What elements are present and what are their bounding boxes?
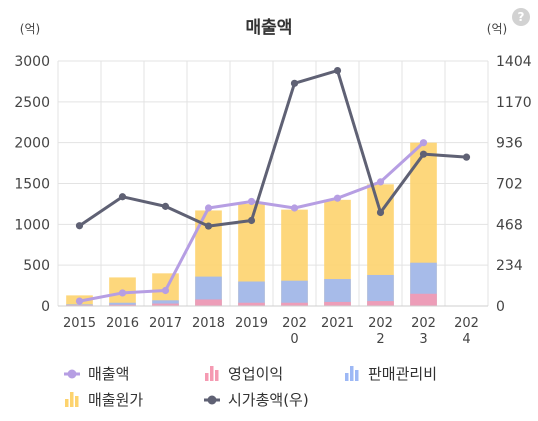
x-tick-label: 2016: [106, 316, 139, 331]
point-매출액: [161, 286, 170, 295]
bar-판매관리비: [152, 300, 179, 306]
legend-bar-icon: [65, 399, 69, 407]
y-right-tick-label: 234: [496, 258, 523, 274]
x-tick-label: 202 2: [368, 316, 393, 347]
bar-영업이익: [109, 304, 136, 306]
y-left-tick-label: 2000: [14, 136, 50, 152]
bar-영업이익: [195, 299, 222, 306]
legend-label: 판매관리비: [368, 365, 437, 383]
legend-label: 매출원가: [88, 391, 143, 409]
bar-영업이익: [324, 301, 351, 306]
bar-판매관리비: [281, 280, 308, 306]
x-tick-label: 2021: [321, 316, 354, 331]
legend-dot-icon: [67, 369, 77, 379]
legend-bar-icon: [355, 370, 359, 381]
point-매출액: [204, 204, 213, 212]
y-right-tick-label: 702: [496, 177, 523, 193]
y-right-tick-label: 468: [496, 217, 523, 233]
y-right-tick-label: 0: [496, 299, 505, 315]
point-매출액: [247, 197, 256, 206]
bar-영업이익: [238, 302, 265, 306]
bar-판매관리비: [367, 274, 394, 306]
legend-item: 매출액: [64, 365, 129, 383]
line-시가총액(우): [78, 69, 467, 228]
bar-영업이익: [281, 302, 308, 306]
legend-bar-icon: [75, 396, 79, 407]
left-axis-unit: (억): [20, 22, 40, 36]
point-매출액: [118, 289, 127, 297]
point-매출액: [419, 139, 428, 147]
y-left-tick-label: 0: [41, 299, 50, 315]
point-시가총액(우): [333, 66, 342, 75]
x-tick-label: 2018: [192, 316, 225, 331]
point-매출액: [290, 204, 299, 212]
point-시가총액(우): [161, 202, 170, 210]
bar-영업이익: [367, 301, 394, 306]
point-시가총액(우): [419, 150, 428, 158]
x-tick-label: 202 4: [454, 316, 479, 347]
legend-label: 시가총액(우): [228, 391, 309, 409]
legend-label: 매출액: [88, 365, 129, 383]
point-매출액: [333, 194, 342, 202]
legend-bar-icon: [350, 366, 354, 381]
bar-판매관리비: [324, 279, 351, 306]
y-right-tick-label: 1404: [496, 54, 532, 70]
point-시가총액(우): [247, 216, 256, 225]
point-시가총액(우): [118, 193, 127, 201]
point-시가총액(우): [376, 208, 385, 217]
y-left-tick-label: 1000: [14, 217, 50, 233]
legend-item: 매출원가: [65, 391, 143, 409]
legend-label: 영업이익: [228, 365, 283, 383]
legend-bar-icon: [210, 366, 214, 381]
legend-item: 판매관리비: [345, 365, 437, 383]
point-매출액: [75, 297, 84, 305]
x-tick-label: 202 3: [411, 316, 436, 347]
bar-영업이익: [410, 293, 437, 306]
x-tick-label: 2017: [149, 316, 182, 331]
bar-판매관리비: [109, 302, 136, 306]
help-button[interactable]: ?: [512, 8, 530, 26]
y-left-tick-label: 3000: [14, 54, 50, 70]
y-right-tick-label: 936: [496, 136, 523, 152]
y-left-tick-label: 2500: [14, 95, 50, 111]
y-left-tick-label: 1500: [14, 177, 50, 193]
legend-bar-icon: [215, 370, 219, 381]
bar-영업이익: [152, 303, 179, 306]
y-left-tick-label: 500: [23, 258, 50, 274]
x-tick-label: 2019: [235, 316, 268, 331]
x-tick-label: 2015: [63, 316, 96, 331]
point-시가총액(우): [75, 222, 84, 230]
point-시가총액(우): [290, 79, 299, 87]
question-icon: ?: [517, 10, 525, 24]
bar-판매관리비: [238, 281, 265, 306]
right-axis-unit: (억): [487, 22, 507, 36]
legend-item: 영업이익: [205, 365, 283, 383]
legend-bar-icon: [70, 392, 74, 407]
legend-bar-icon: [345, 373, 349, 381]
point-시가총액(우): [462, 153, 471, 161]
legend-bar-icon: [205, 373, 209, 381]
legend-item: 시가총액(우): [204, 391, 309, 409]
legend-dot-icon: [207, 395, 217, 405]
chart-title: 매출액: [246, 18, 293, 38]
y-right-tick-label: 1170: [496, 95, 532, 111]
point-매출액: [376, 178, 385, 186]
point-시가총액(우): [204, 222, 213, 230]
x-tick-label: 202 0: [282, 316, 307, 347]
